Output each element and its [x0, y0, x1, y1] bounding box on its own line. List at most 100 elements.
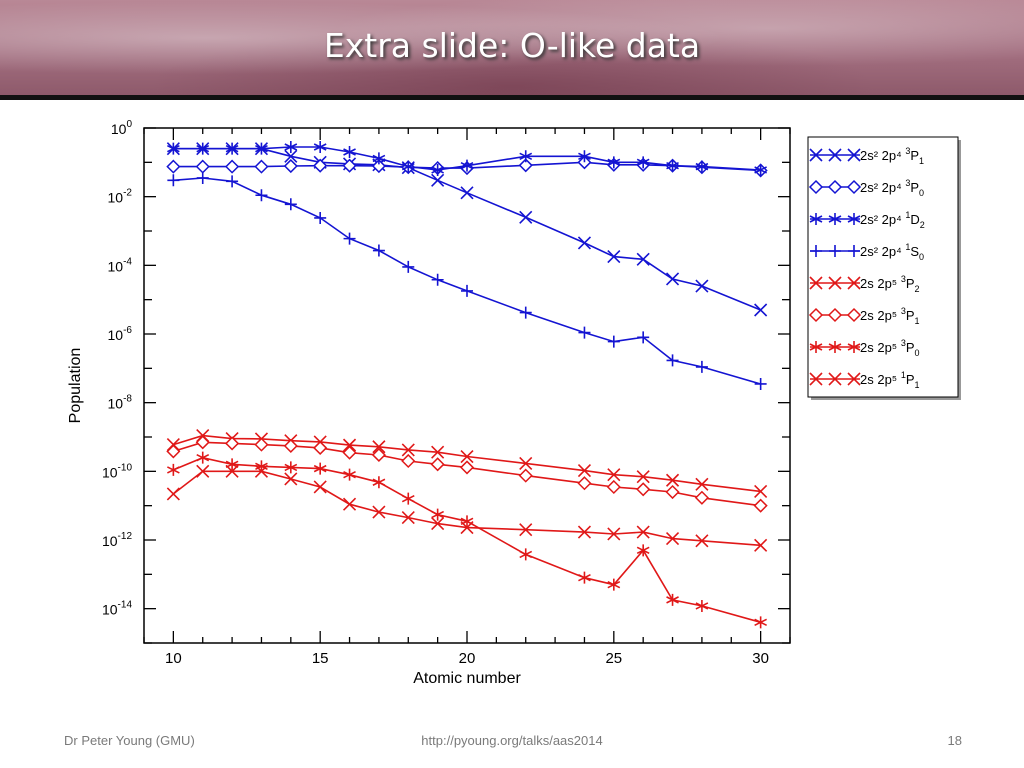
data-point [607, 250, 621, 264]
data-point [401, 160, 415, 173]
y-tick-label: 10-10 [102, 462, 132, 480]
data-point [284, 198, 297, 211]
legend-entry: 2s 2p⁵ 1P1 [809, 370, 920, 390]
data-point [637, 331, 650, 344]
data-point [606, 479, 621, 495]
data-point [401, 511, 415, 525]
data-point [695, 160, 709, 173]
data-point [372, 476, 386, 489]
footer-url[interactable]: http://pyoung.org/talks/aas2014 [421, 733, 603, 748]
data-point [225, 436, 240, 451]
series-line [172, 470, 761, 547]
data-point [372, 152, 386, 165]
data-point [460, 186, 474, 200]
data-point [196, 142, 210, 155]
data-point [254, 437, 269, 452]
data-point [167, 174, 180, 187]
data-point [577, 464, 592, 478]
y-tick-label: 10-4 [108, 256, 133, 274]
data-point [343, 232, 356, 245]
data-point [166, 487, 180, 501]
page-number: 18 [947, 733, 962, 748]
legend-label: 2s² 2p⁴ 3P0 [860, 178, 924, 198]
data-point [459, 460, 475, 475]
legend-marker [809, 276, 823, 290]
y-axis-label: Population [67, 348, 84, 424]
legend-marker [847, 276, 861, 290]
legend-label: 2s 2p⁵ 3P1 [860, 306, 920, 326]
data-point [167, 142, 180, 155]
data-point [636, 252, 650, 266]
data-point [313, 440, 328, 456]
data-point [695, 360, 708, 373]
data-point [636, 470, 650, 484]
data-point [343, 468, 356, 481]
data-point [519, 456, 533, 470]
x-axis-label: Atomic number [413, 670, 521, 687]
data-point [254, 464, 269, 478]
data-point [283, 438, 298, 453]
legend-entry: 2s 2p⁵ 3P2 [809, 274, 920, 294]
data-point [196, 451, 210, 464]
legend-label: 2s 2p⁵ 3P2 [860, 274, 920, 294]
data-point [695, 279, 709, 293]
data-point [342, 158, 357, 173]
data-point [754, 377, 767, 390]
legend-marker [828, 213, 842, 225]
data-point [636, 525, 650, 539]
data-point [431, 163, 444, 176]
data-point [431, 508, 444, 521]
y-tick-label: 10-14 [102, 600, 132, 618]
data-point [371, 158, 386, 174]
legend-marker [847, 148, 861, 162]
legend-marker [828, 148, 842, 162]
data-point [665, 272, 680, 286]
x-tick-label: 20 [459, 650, 476, 667]
data-point [578, 571, 591, 584]
series-8 [166, 464, 768, 552]
data-point [167, 463, 180, 476]
legend-entry: 2s² 2p⁴ 1S0 [810, 242, 924, 262]
banner-divider [0, 95, 1024, 100]
data-point [313, 462, 327, 475]
plot-frame [143, 127, 791, 644]
data-point [225, 464, 239, 478]
legend-marker [808, 307, 824, 323]
x-tick-label: 25 [605, 650, 622, 667]
data-point [665, 473, 680, 487]
data-point [195, 159, 210, 174]
data-point [372, 244, 385, 257]
legend-marker [828, 276, 842, 290]
data-point [342, 445, 357, 460]
data-point [694, 490, 709, 505]
data-point [460, 515, 474, 528]
legend-marker [848, 245, 860, 257]
legend-marker [847, 213, 861, 225]
y-tick-label: 10-2 [108, 188, 133, 206]
data-point [431, 173, 445, 187]
legend-marker [810, 245, 822, 257]
legend-label: 2s² 2p⁴ 1S0 [860, 242, 924, 262]
legend-entry: 2s 2p⁵ 3P1 [808, 306, 920, 326]
data-point [636, 544, 650, 557]
data-point [342, 497, 357, 511]
data-point [695, 477, 709, 491]
data-point [431, 517, 445, 531]
data-point [519, 306, 532, 319]
data-point [607, 468, 621, 482]
legend-marker [827, 307, 843, 323]
data-point [226, 175, 239, 188]
x-tick-label: 15 [312, 650, 329, 667]
legend-marker [846, 307, 862, 323]
data-point [166, 444, 181, 459]
series-6 [166, 435, 768, 513]
data-point [402, 260, 415, 273]
data-point [314, 211, 327, 224]
data-point [577, 236, 592, 250]
data-point [695, 599, 709, 612]
data-point [401, 492, 415, 505]
y-tick-label: 10-6 [108, 325, 133, 343]
x-tick-label: 30 [752, 650, 769, 667]
legend-marker [809, 213, 823, 225]
data-point [225, 142, 239, 155]
